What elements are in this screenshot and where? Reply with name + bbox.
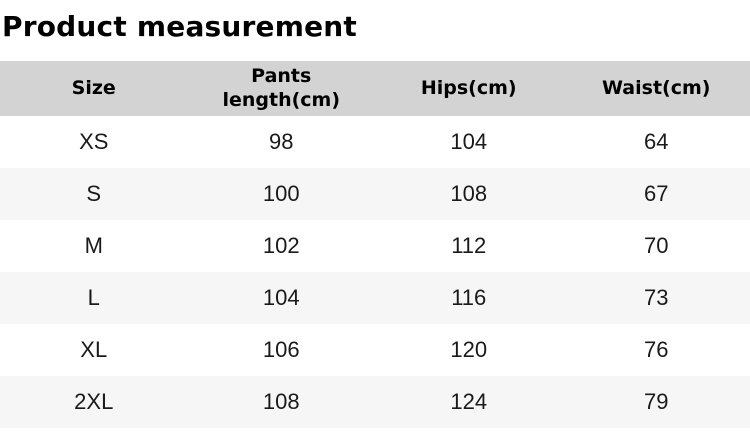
cell-size: S bbox=[0, 168, 188, 220]
cell-size: M bbox=[0, 220, 188, 272]
cell-pants-length: 98 bbox=[188, 116, 376, 168]
column-header-waist: Waist(cm) bbox=[563, 61, 750, 116]
cell-waist: 76 bbox=[563, 324, 750, 376]
cell-pants-length: 102 bbox=[188, 220, 376, 272]
table-row: XL 106 120 76 bbox=[0, 324, 750, 376]
cell-waist: 64 bbox=[563, 116, 750, 168]
cell-pants-length: 108 bbox=[188, 376, 376, 428]
header-row: Size Pants length(cm) Hips(cm) Waist(cm) bbox=[0, 61, 750, 116]
cell-waist: 70 bbox=[563, 220, 750, 272]
cell-waist: 79 bbox=[563, 376, 750, 428]
cell-size: XS bbox=[0, 116, 188, 168]
cell-hips: 108 bbox=[375, 168, 563, 220]
cell-hips: 116 bbox=[375, 272, 563, 324]
cell-pants-length: 100 bbox=[188, 168, 376, 220]
table-row: 2XL 108 124 79 bbox=[0, 376, 750, 428]
cell-waist: 73 bbox=[563, 272, 750, 324]
cell-size: XL bbox=[0, 324, 188, 376]
cell-hips: 104 bbox=[375, 116, 563, 168]
cell-waist: 67 bbox=[563, 168, 750, 220]
cell-hips: 120 bbox=[375, 324, 563, 376]
cell-pants-length: 106 bbox=[188, 324, 376, 376]
column-header-size: Size bbox=[0, 61, 188, 116]
table-row: S 100 108 67 bbox=[0, 168, 750, 220]
table-row: M 102 112 70 bbox=[0, 220, 750, 272]
size-chart-header: Size Pants length(cm) Hips(cm) Waist(cm) bbox=[0, 61, 750, 116]
cell-pants-length: 104 bbox=[188, 272, 376, 324]
column-header-hips: Hips(cm) bbox=[375, 61, 563, 116]
cell-hips: 112 bbox=[375, 220, 563, 272]
cell-size: L bbox=[0, 272, 188, 324]
page-title: Product measurement bbox=[2, 11, 750, 43]
cell-hips: 124 bbox=[375, 376, 563, 428]
size-chart-body: XS 98 104 64 S 100 108 67 M 102 112 70 L… bbox=[0, 116, 750, 428]
column-header-pants-length: Pants length(cm) bbox=[188, 61, 376, 116]
size-chart-table: Size Pants length(cm) Hips(cm) Waist(cm)… bbox=[0, 61, 750, 428]
table-row: L 104 116 73 bbox=[0, 272, 750, 324]
cell-size: 2XL bbox=[0, 376, 188, 428]
table-row: XS 98 104 64 bbox=[0, 116, 750, 168]
